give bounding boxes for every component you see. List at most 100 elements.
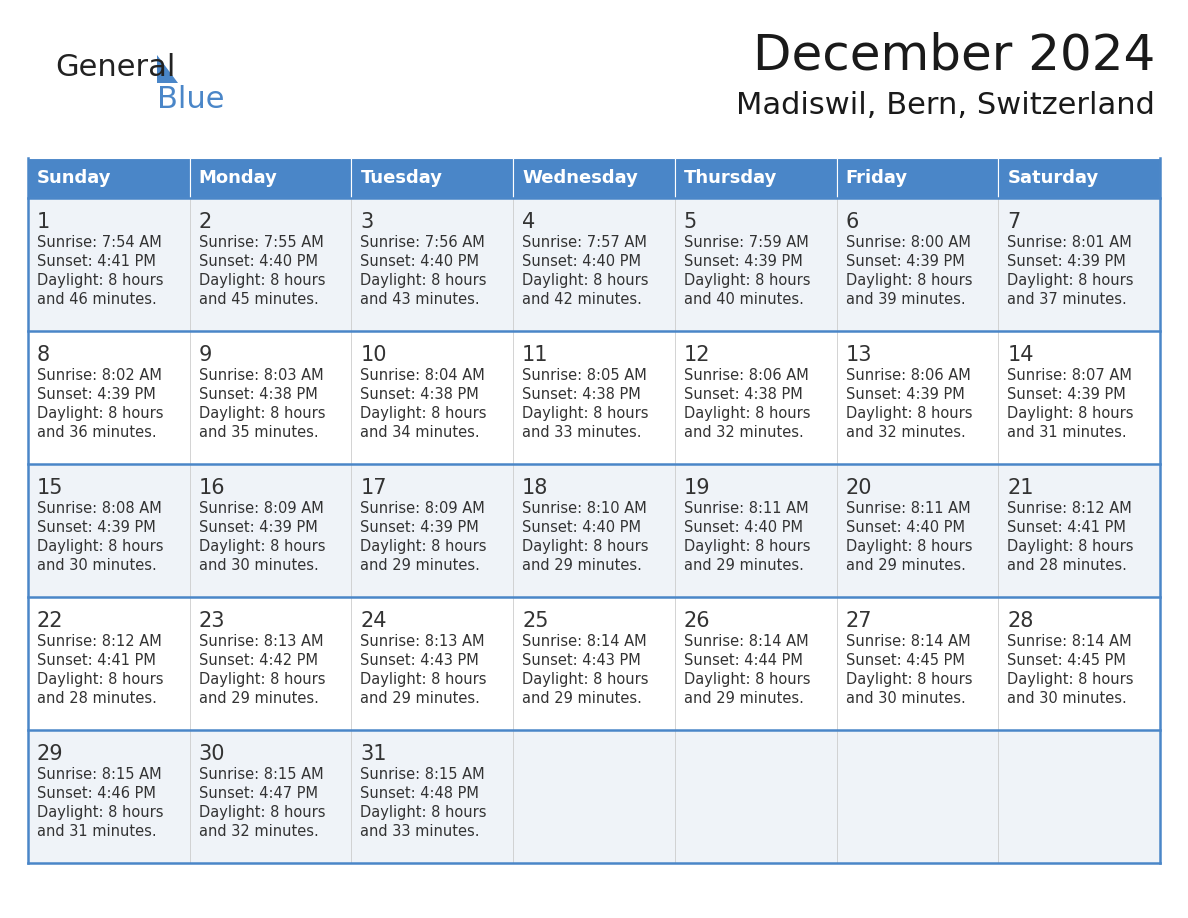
Text: and 30 minutes.: and 30 minutes. [846, 691, 966, 706]
Text: and 28 minutes.: and 28 minutes. [37, 691, 157, 706]
Text: Daylight: 8 hours: Daylight: 8 hours [1007, 539, 1133, 554]
Text: Sunrise: 8:11 AM: Sunrise: 8:11 AM [684, 501, 809, 516]
Text: Daylight: 8 hours: Daylight: 8 hours [846, 406, 972, 421]
Text: Sunset: 4:39 PM: Sunset: 4:39 PM [360, 520, 479, 535]
Text: and 32 minutes.: and 32 minutes. [846, 425, 966, 440]
Text: and 29 minutes.: and 29 minutes. [684, 691, 804, 706]
Text: and 29 minutes.: and 29 minutes. [846, 558, 966, 573]
Text: 7: 7 [1007, 212, 1020, 232]
Text: Sunrise: 8:12 AM: Sunrise: 8:12 AM [1007, 501, 1132, 516]
Text: and 35 minutes.: and 35 minutes. [198, 425, 318, 440]
Text: Sunrise: 8:05 AM: Sunrise: 8:05 AM [523, 368, 647, 383]
Text: Sunrise: 7:56 AM: Sunrise: 7:56 AM [360, 235, 485, 250]
Text: 1: 1 [37, 212, 50, 232]
Text: 17: 17 [360, 478, 387, 498]
Text: Daylight: 8 hours: Daylight: 8 hours [846, 672, 972, 687]
Text: 13: 13 [846, 345, 872, 365]
Text: 5: 5 [684, 212, 697, 232]
Text: Sunset: 4:46 PM: Sunset: 4:46 PM [37, 786, 156, 801]
Text: Daylight: 8 hours: Daylight: 8 hours [360, 273, 487, 288]
Text: and 28 minutes.: and 28 minutes. [1007, 558, 1127, 573]
Text: Daylight: 8 hours: Daylight: 8 hours [684, 672, 810, 687]
Text: 26: 26 [684, 611, 710, 631]
Text: Sunrise: 8:06 AM: Sunrise: 8:06 AM [684, 368, 809, 383]
Text: 8: 8 [37, 345, 50, 365]
Bar [29, 158, 190, 198]
Text: Daylight: 8 hours: Daylight: 8 hours [523, 406, 649, 421]
Text: Sunrise: 8:15 AM: Sunrise: 8:15 AM [37, 767, 162, 782]
Bar [513, 158, 675, 198]
Text: Sunset: 4:45 PM: Sunset: 4:45 PM [846, 653, 965, 668]
Text: 25: 25 [523, 611, 549, 631]
Text: Sunrise: 8:14 AM: Sunrise: 8:14 AM [684, 634, 809, 649]
Text: Daylight: 8 hours: Daylight: 8 hours [360, 406, 487, 421]
Text: Sunday: Sunday [37, 169, 112, 187]
Bar [29, 331, 1159, 464]
Text: and 36 minutes.: and 36 minutes. [37, 425, 157, 440]
Bar [998, 158, 1159, 198]
Text: 4: 4 [523, 212, 536, 232]
Text: Daylight: 8 hours: Daylight: 8 hours [37, 672, 164, 687]
Text: Thursday: Thursday [684, 169, 777, 187]
Text: Sunrise: 8:01 AM: Sunrise: 8:01 AM [1007, 235, 1132, 250]
Text: and 46 minutes.: and 46 minutes. [37, 292, 157, 307]
Text: Sunrise: 8:02 AM: Sunrise: 8:02 AM [37, 368, 162, 383]
Text: Sunset: 4:40 PM: Sunset: 4:40 PM [846, 520, 965, 535]
Text: Tuesday: Tuesday [360, 169, 442, 187]
Text: 21: 21 [1007, 478, 1034, 498]
Text: Sunrise: 8:04 AM: Sunrise: 8:04 AM [360, 368, 485, 383]
Text: 27: 27 [846, 611, 872, 631]
Text: Sunrise: 8:09 AM: Sunrise: 8:09 AM [198, 501, 323, 516]
Text: Sunrise: 8:11 AM: Sunrise: 8:11 AM [846, 501, 971, 516]
Text: Sunset: 4:40 PM: Sunset: 4:40 PM [523, 254, 642, 269]
Text: 20: 20 [846, 478, 872, 498]
Text: Sunrise: 8:14 AM: Sunrise: 8:14 AM [1007, 634, 1132, 649]
Text: Daylight: 8 hours: Daylight: 8 hours [198, 805, 326, 820]
Text: 22: 22 [37, 611, 63, 631]
Text: Daylight: 8 hours: Daylight: 8 hours [846, 273, 972, 288]
Text: and 29 minutes.: and 29 minutes. [360, 558, 480, 573]
Text: Sunrise: 8:12 AM: Sunrise: 8:12 AM [37, 634, 162, 649]
Text: 23: 23 [198, 611, 226, 631]
Text: Sunset: 4:42 PM: Sunset: 4:42 PM [198, 653, 317, 668]
Text: Sunset: 4:39 PM: Sunset: 4:39 PM [1007, 254, 1126, 269]
Text: 31: 31 [360, 744, 387, 764]
Text: Sunset: 4:39 PM: Sunset: 4:39 PM [37, 520, 156, 535]
Text: Madiswil, Bern, Switzerland: Madiswil, Bern, Switzerland [737, 91, 1155, 119]
Text: and 31 minutes.: and 31 minutes. [37, 824, 157, 839]
Text: 18: 18 [523, 478, 549, 498]
Text: Sunset: 4:44 PM: Sunset: 4:44 PM [684, 653, 803, 668]
Text: Daylight: 8 hours: Daylight: 8 hours [1007, 273, 1133, 288]
Text: Sunrise: 8:13 AM: Sunrise: 8:13 AM [360, 634, 485, 649]
Text: Sunset: 4:48 PM: Sunset: 4:48 PM [360, 786, 479, 801]
Text: 3: 3 [360, 212, 374, 232]
Bar [29, 730, 1159, 863]
Text: Wednesday: Wednesday [523, 169, 638, 187]
Bar [352, 158, 513, 198]
Text: Sunset: 4:39 PM: Sunset: 4:39 PM [846, 387, 965, 402]
Text: Sunrise: 8:00 AM: Sunrise: 8:00 AM [846, 235, 971, 250]
Text: 10: 10 [360, 345, 387, 365]
Text: Sunrise: 8:14 AM: Sunrise: 8:14 AM [846, 634, 971, 649]
Text: Sunrise: 7:59 AM: Sunrise: 7:59 AM [684, 235, 809, 250]
Text: Sunrise: 7:54 AM: Sunrise: 7:54 AM [37, 235, 162, 250]
Text: and 30 minutes.: and 30 minutes. [37, 558, 157, 573]
Text: Sunset: 4:38 PM: Sunset: 4:38 PM [684, 387, 803, 402]
Text: and 37 minutes.: and 37 minutes. [1007, 292, 1127, 307]
Text: 30: 30 [198, 744, 226, 764]
Text: Blue: Blue [157, 85, 225, 115]
Text: Sunset: 4:47 PM: Sunset: 4:47 PM [198, 786, 317, 801]
Text: and 29 minutes.: and 29 minutes. [360, 691, 480, 706]
Text: and 42 minutes.: and 42 minutes. [523, 292, 642, 307]
Text: Sunset: 4:40 PM: Sunset: 4:40 PM [360, 254, 480, 269]
Polygon shape [157, 55, 178, 83]
Text: Sunset: 4:38 PM: Sunset: 4:38 PM [523, 387, 640, 402]
Text: and 29 minutes.: and 29 minutes. [684, 558, 804, 573]
Text: 12: 12 [684, 345, 710, 365]
Text: Sunrise: 8:09 AM: Sunrise: 8:09 AM [360, 501, 485, 516]
Text: Sunset: 4:43 PM: Sunset: 4:43 PM [523, 653, 640, 668]
Text: and 40 minutes.: and 40 minutes. [684, 292, 804, 307]
Text: and 45 minutes.: and 45 minutes. [198, 292, 318, 307]
Text: Sunset: 4:39 PM: Sunset: 4:39 PM [1007, 387, 1126, 402]
Text: and 39 minutes.: and 39 minutes. [846, 292, 965, 307]
